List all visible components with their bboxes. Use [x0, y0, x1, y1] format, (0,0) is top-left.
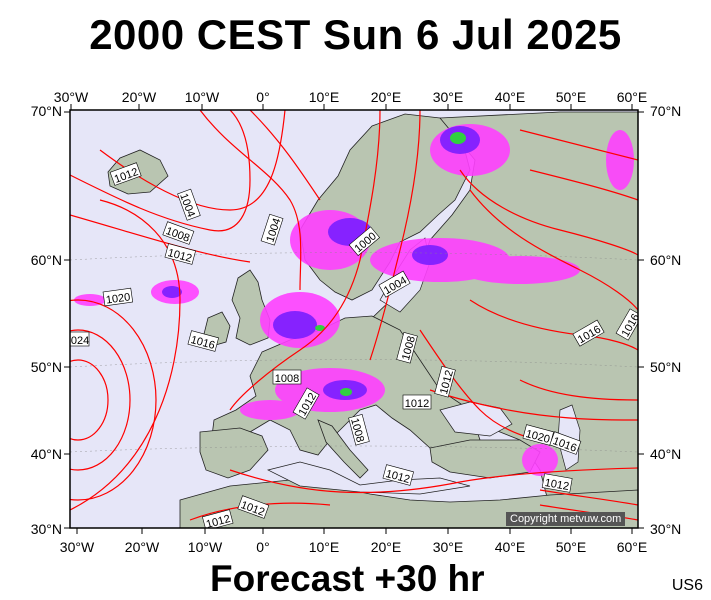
lat-label: 40°N — [30, 446, 62, 462]
lat-label: 50°N — [650, 359, 682, 375]
isobar-label: 1012 — [205, 513, 232, 531]
lon-label: 50°E — [555, 89, 587, 105]
lon-label: 0° — [256, 89, 270, 105]
isobars — [70, 110, 638, 521]
lon-label: 0° — [256, 539, 270, 555]
lon-label: 20°E — [370, 89, 402, 105]
frame-ticks — [64, 104, 644, 534]
lon-label: 60°E — [616, 539, 648, 555]
lat-label: 70°N — [30, 103, 62, 119]
model-code: US6 — [671, 577, 703, 594]
lat-label: 40°N — [650, 446, 682, 462]
lon-label: 20°E — [370, 539, 402, 555]
lon-label: 50°E — [555, 539, 587, 555]
isobar-label: 1024 — [65, 335, 89, 347]
lon-label: 10°E — [308, 539, 340, 555]
lat-label: 70°N — [650, 103, 682, 119]
lon-label: 40°E — [494, 539, 526, 555]
lon-label: 20°W — [124, 539, 160, 555]
lat-label: 30°N — [30, 521, 62, 537]
lon-label: 10°W — [187, 539, 223, 555]
isobar-label: 1012 — [405, 398, 429, 410]
lon-label: 30°E — [432, 89, 464, 105]
lon-label: 10°E — [308, 89, 340, 105]
isobar-label: 1008 — [275, 373, 299, 385]
mediterranean — [266, 461, 471, 495]
lon-label: 30°W — [59, 539, 95, 555]
forecast-title: 2000 CEST Sun 6 Jul 2025 — [89, 11, 622, 58]
map-frame — [69, 109, 639, 529]
lat-label: 30°N — [650, 521, 682, 537]
lat-label: 60°N — [30, 252, 62, 268]
italy — [317, 419, 369, 479]
lon-label: 20°W — [121, 89, 157, 105]
forecast-hours: Forecast +30 hr — [210, 558, 485, 599]
lon-label: 10°W — [184, 89, 220, 105]
lon-label: 40°E — [494, 89, 526, 105]
isobar-label: 1020 — [105, 291, 131, 306]
lon-label: 30°E — [432, 539, 464, 555]
lon-label: 60°E — [616, 89, 648, 105]
precipitation-heavy — [315, 132, 466, 396]
copyright-badge[interactable]: Copyright metvuw.com — [506, 512, 626, 526]
lon-label: 30°W — [53, 89, 89, 105]
lat-label: 50°N — [30, 359, 62, 375]
isobar-label: 1012 — [544, 477, 570, 493]
iberia — [199, 427, 269, 479]
british-isles — [231, 269, 271, 346]
lat-label: 60°N — [650, 252, 682, 268]
